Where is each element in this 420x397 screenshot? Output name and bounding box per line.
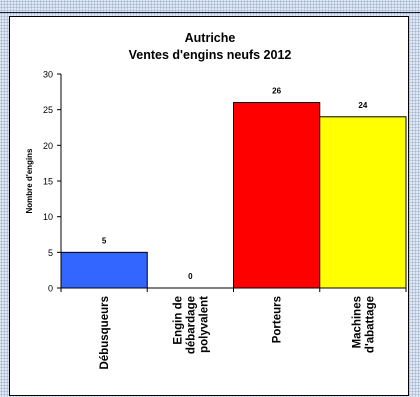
bar-3 [319, 116, 407, 289]
data-label: 26 [272, 87, 281, 96]
x-category-label: polyvalent [198, 296, 210, 353]
data-label: 0 [188, 272, 193, 281]
chart-subtitle: Ventes d'engins neufs 2012 [128, 48, 292, 62]
y-tick-label: 25 [43, 105, 53, 115]
data-label: 24 [358, 101, 367, 110]
x-category-label: Machines [351, 296, 363, 348]
y-axis-title: Nombre d'engins [25, 148, 34, 214]
bar-chart: 0 5 10 15 20 25 30 5 0 26 24 Débusqueurs Engin de déb… [25, 70, 407, 370]
x-category-label: Engin de [172, 296, 184, 345]
bar-0 [60, 251, 148, 289]
x-category-label: d'abattage [364, 296, 376, 353]
y-tick-label: 20 [43, 141, 53, 151]
data-label: 5 [102, 236, 107, 245]
chart-title: Autriche [184, 31, 236, 45]
x-category-label: Porteurs [272, 296, 284, 343]
y-tick-label: 5 [48, 248, 53, 258]
y-tick-label: 10 [43, 212, 53, 222]
bar-2 [233, 102, 321, 289]
chart-frame: Autriche Ventes d'engins neufs 2012 0 5 10… [9, 16, 409, 396]
x-category-label: Débusqueurs [99, 296, 111, 370]
y-tick-label: 0 [48, 284, 53, 294]
y-tick-label: 15 [43, 177, 53, 187]
x-category-label: débardage [185, 296, 197, 354]
y-tick-label: 30 [43, 70, 53, 80]
window-frame-line [0, 12, 420, 13]
